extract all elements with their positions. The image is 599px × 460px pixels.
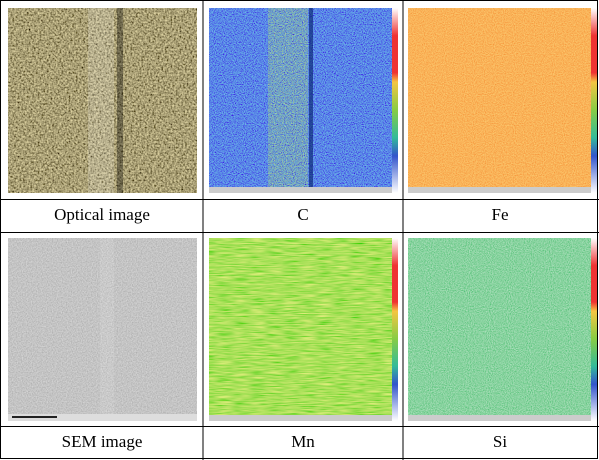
optical-image [8, 8, 197, 193]
page: Optical image C Fe SEM image Mn Si (() =… [0, 0, 599, 460]
mn-map [209, 238, 398, 421]
c-map [209, 8, 398, 193]
sem-image [8, 238, 197, 421]
figure: Optical image C Fe SEM image Mn Si [0, 0, 599, 460]
panel-label: Mn [291, 432, 315, 451]
panel-label: Optical image [54, 205, 150, 224]
fe-map [408, 8, 597, 193]
panel-label: SEM image [62, 432, 143, 451]
panel-label: Fe [492, 205, 509, 224]
si-map [408, 238, 597, 421]
panel-label: C [297, 205, 308, 224]
panel-label: Si [493, 432, 507, 451]
